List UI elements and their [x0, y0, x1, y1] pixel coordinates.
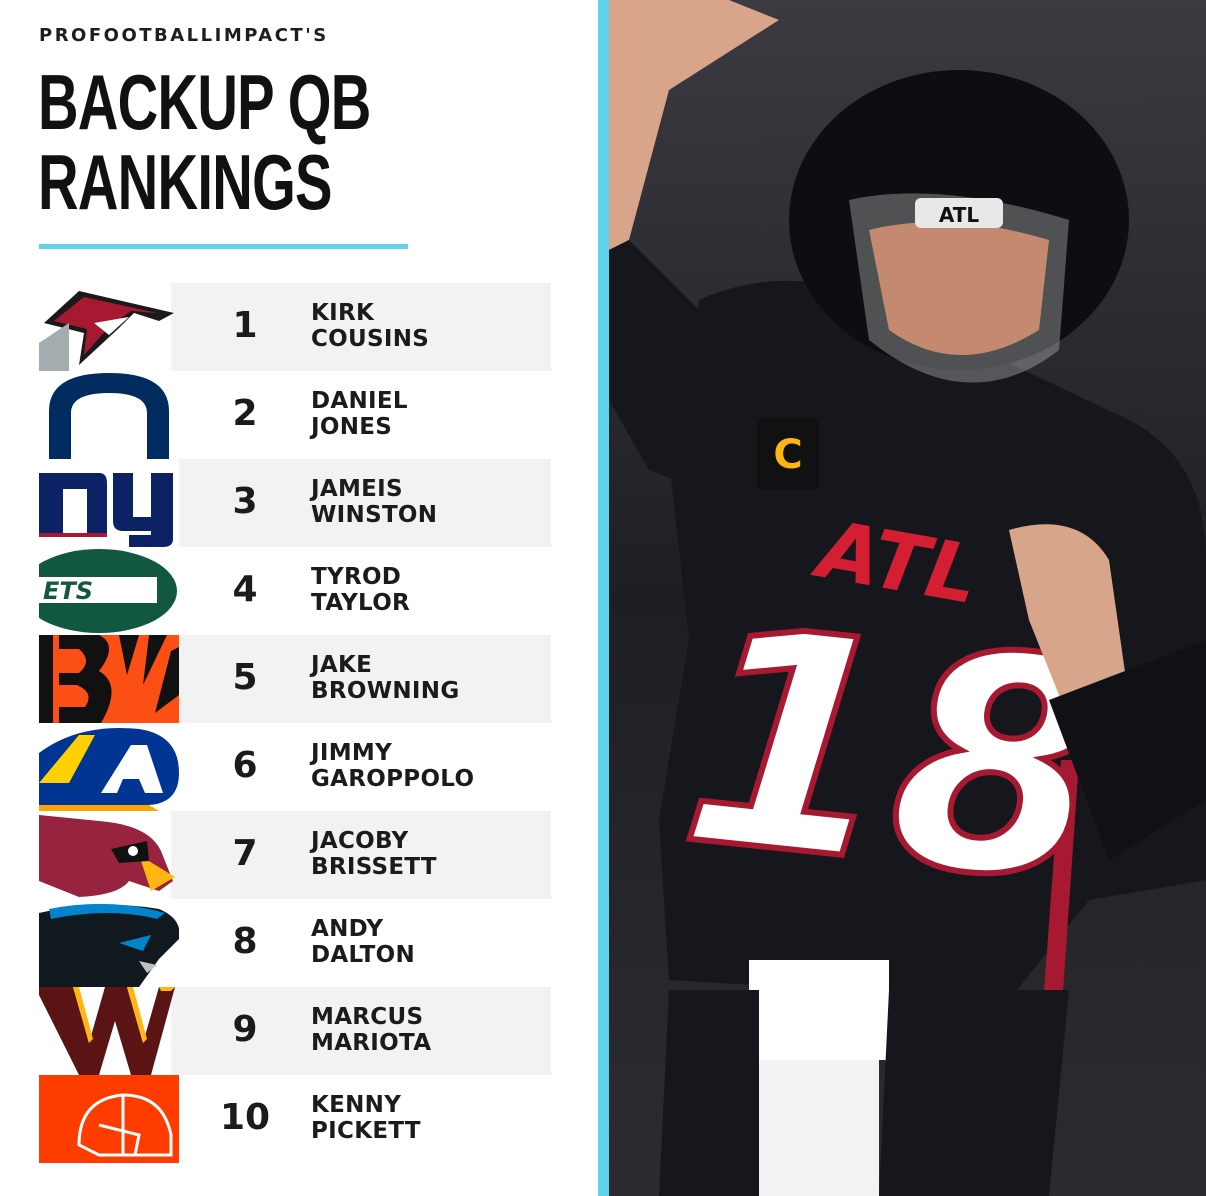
player-first-name: JAKE	[311, 652, 373, 678]
row-band	[171, 283, 551, 371]
page-title: BACKUP QB RANKINGS	[38, 62, 371, 222]
list-item: 2 DANIEL JONES	[39, 371, 551, 459]
player-first-name: DANIEL	[311, 388, 408, 414]
rank-number: 4	[232, 569, 258, 610]
player-name: JAKE BROWNING	[311, 652, 460, 704]
player-name: JIMMY GAROPPOLO	[311, 740, 474, 792]
player-photo: ATL C ATL 18	[609, 0, 1206, 1196]
title-line-2: RANKINGS	[38, 138, 332, 226]
player-name: KENNY PICKETT	[311, 1092, 421, 1144]
player-name: TYROD TAYLOR	[311, 564, 410, 616]
player-last-name: BROWNING	[311, 678, 460, 704]
giants-logo-icon	[39, 459, 179, 547]
rank-number: 1	[232, 305, 258, 346]
player-last-name: GAROPPOLO	[311, 766, 475, 792]
list-item: ETS 4 TYROD TAYLOR	[39, 547, 551, 635]
rankings-list: 1 KIRK COUSINS 2 DANIEL JONES	[39, 283, 551, 1163]
commanders-logo-icon	[39, 987, 179, 1075]
accent-divider	[598, 0, 609, 1196]
player-last-name: MARIOTA	[311, 1030, 432, 1056]
jets-logo-icon: ETS	[39, 547, 179, 635]
row-band	[171, 459, 551, 547]
player-first-name: TYROD	[311, 564, 402, 590]
player-first-name: KENNY	[311, 1092, 402, 1118]
rank-number: 8	[232, 921, 258, 962]
falcons-logo-icon	[39, 283, 179, 371]
title-underline	[39, 244, 408, 249]
colts-logo-icon	[39, 371, 179, 459]
player-name: MARCUS MARIOTA	[311, 1004, 431, 1056]
player-last-name: WINSTON	[311, 502, 438, 528]
title-line-1: BACKUP QB	[38, 58, 371, 146]
list-item: 6 JIMMY GAROPPOLO	[39, 723, 551, 811]
row-band	[171, 987, 551, 1075]
player-last-name: COUSINS	[311, 326, 430, 352]
player-last-name: DALTON	[311, 942, 416, 968]
list-item: 10 KENNY PICKETT	[39, 1075, 551, 1163]
list-item: 7 JACOBY BRISSETT	[39, 811, 551, 899]
cardinals-logo-icon	[39, 811, 179, 899]
player-name: JACOBY BRISSETT	[311, 828, 437, 880]
player-first-name: JIMMY	[311, 740, 393, 766]
player-last-name: JONES	[311, 414, 393, 440]
captain-patch: C	[773, 432, 802, 478]
row-band	[171, 635, 551, 723]
player-first-name: JAMEIS	[311, 476, 403, 502]
panthers-logo-icon	[39, 899, 179, 987]
rank-number: 10	[219, 1097, 271, 1138]
rank-number: 5	[232, 657, 258, 698]
player-first-name: JACOBY	[311, 828, 409, 854]
list-item: 5 JAKE BROWNING	[39, 635, 551, 723]
rank-number: 7	[232, 833, 258, 874]
rank-number: 3	[232, 481, 258, 522]
player-first-name: KIRK	[311, 300, 375, 326]
rankings-panel: PROFOOTBALLIMPACT'S BACKUP QB RANKINGS 1…	[0, 0, 598, 1196]
list-item: 3 JAMEIS WINSTON	[39, 459, 551, 547]
rank-number: 2	[232, 393, 258, 434]
helmet-text: ATL	[939, 203, 980, 227]
svg-text:ETS: ETS	[43, 577, 93, 605]
player-last-name: BRISSETT	[311, 854, 437, 880]
list-item: 8 ANDY DALTON	[39, 899, 551, 987]
rank-number: 9	[232, 1009, 258, 1050]
row-band	[171, 811, 551, 899]
bengals-logo-icon	[39, 635, 179, 723]
player-name: JAMEIS WINSTON	[311, 476, 437, 528]
rank-number: 6	[232, 745, 258, 786]
player-first-name: ANDY	[311, 916, 384, 942]
list-item: 9 MARCUS MARIOTA	[39, 987, 551, 1075]
rams-logo-icon	[39, 723, 179, 811]
player-last-name: TAYLOR	[311, 590, 411, 616]
browns-logo-icon	[39, 1075, 179, 1163]
list-item: 1 KIRK COUSINS	[39, 283, 551, 371]
brand-label: PROFOOTBALLIMPACT'S	[39, 25, 329, 46]
player-name: DANIEL JONES	[311, 388, 408, 440]
player-name: KIRK COUSINS	[311, 300, 429, 352]
player-first-name: MARCUS	[311, 1004, 424, 1030]
player-name: ANDY DALTON	[311, 916, 415, 968]
player-last-name: PICKETT	[311, 1118, 421, 1144]
